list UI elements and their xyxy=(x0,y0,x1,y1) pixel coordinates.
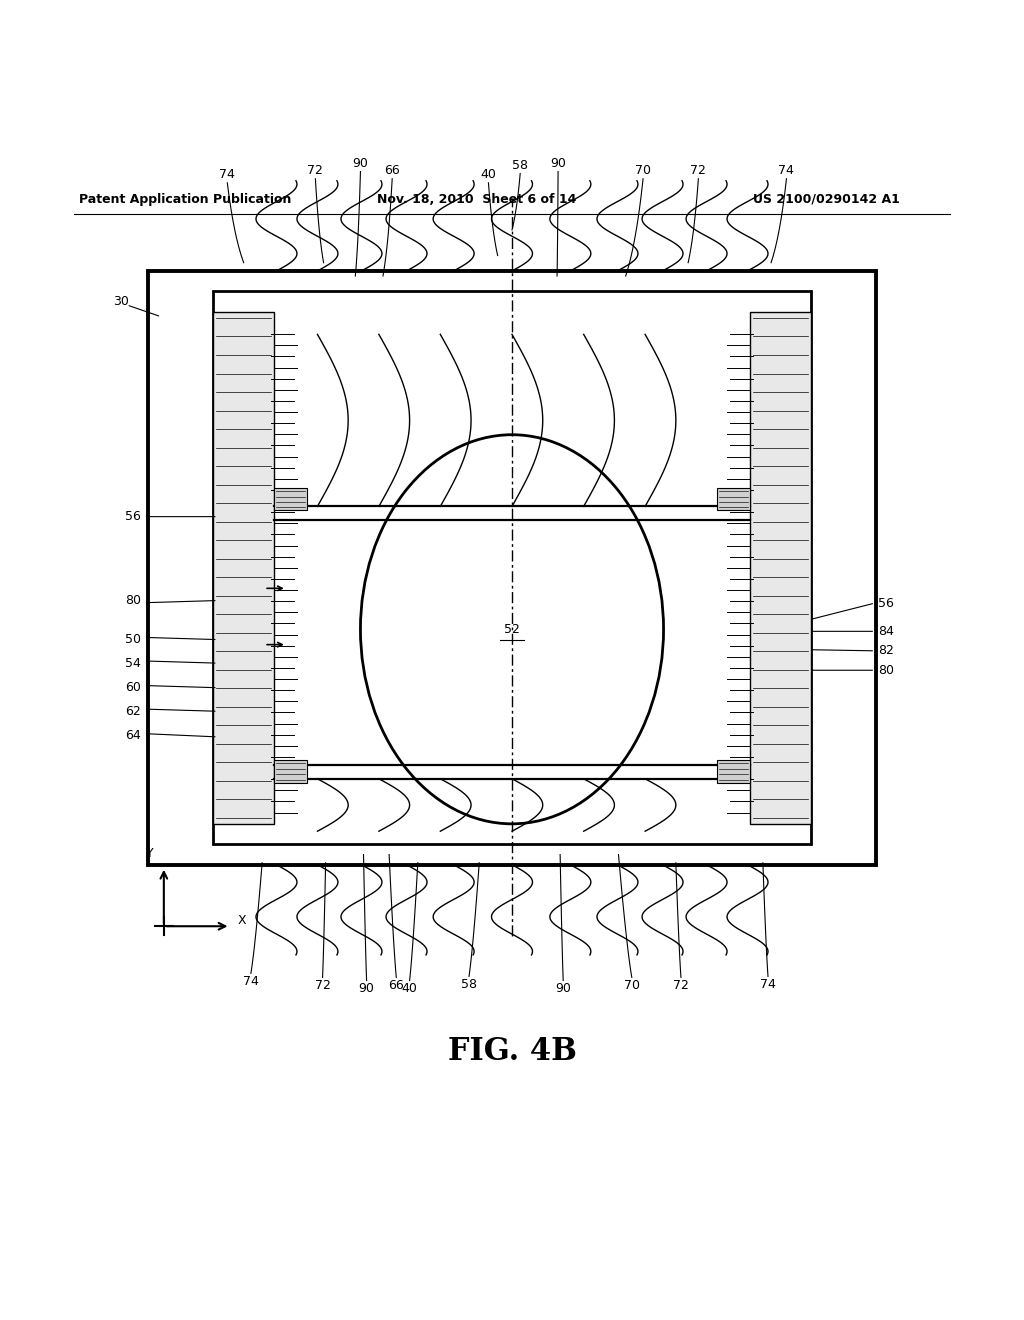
Text: 72: 72 xyxy=(307,164,324,177)
Text: 72: 72 xyxy=(314,979,331,993)
Bar xyxy=(213,292,811,845)
Text: 72: 72 xyxy=(690,164,707,177)
Bar xyxy=(717,760,750,783)
Text: 74: 74 xyxy=(760,978,776,991)
Text: 60: 60 xyxy=(125,681,141,694)
Text: 66: 66 xyxy=(384,164,400,177)
Text: Y: Y xyxy=(145,846,154,859)
Text: 74: 74 xyxy=(778,164,795,177)
Text: 82: 82 xyxy=(878,644,894,657)
Bar xyxy=(274,760,307,783)
Text: 90: 90 xyxy=(352,157,369,170)
Text: 90: 90 xyxy=(358,982,375,995)
Text: 74: 74 xyxy=(243,975,259,989)
Text: 56: 56 xyxy=(878,597,894,610)
Text: 58: 58 xyxy=(461,978,477,991)
Text: 80: 80 xyxy=(878,664,894,677)
Text: 84: 84 xyxy=(878,624,894,638)
Text: 50: 50 xyxy=(125,634,141,645)
Text: 62: 62 xyxy=(125,705,141,718)
Text: Nov. 18, 2010  Sheet 6 of 14: Nov. 18, 2010 Sheet 6 of 14 xyxy=(377,193,577,206)
Text: 72: 72 xyxy=(673,979,689,993)
Text: 80: 80 xyxy=(125,594,141,607)
Text: 54: 54 xyxy=(125,656,141,669)
Text: 58: 58 xyxy=(512,158,528,172)
Text: 56: 56 xyxy=(125,510,141,523)
Text: 74: 74 xyxy=(219,168,236,181)
Bar xyxy=(717,488,750,511)
Text: 52: 52 xyxy=(504,623,520,636)
Text: 70: 70 xyxy=(624,979,640,993)
Text: X: X xyxy=(238,913,246,927)
Text: US 2100/0290142 A1: US 2100/0290142 A1 xyxy=(753,193,899,206)
Text: 40: 40 xyxy=(480,168,497,181)
Text: 64: 64 xyxy=(125,729,141,742)
Text: 66: 66 xyxy=(388,979,404,993)
Bar xyxy=(148,271,876,865)
Text: 40: 40 xyxy=(401,982,418,995)
Text: 70: 70 xyxy=(635,164,651,177)
Text: Patent Application Publication: Patent Application Publication xyxy=(79,193,291,206)
Bar xyxy=(750,312,811,824)
Text: 90: 90 xyxy=(555,982,571,995)
Text: FIG. 4B: FIG. 4B xyxy=(447,1036,577,1067)
Bar xyxy=(274,488,307,511)
Text: 30: 30 xyxy=(113,296,129,308)
Bar xyxy=(213,312,274,824)
Text: 90: 90 xyxy=(550,157,566,170)
